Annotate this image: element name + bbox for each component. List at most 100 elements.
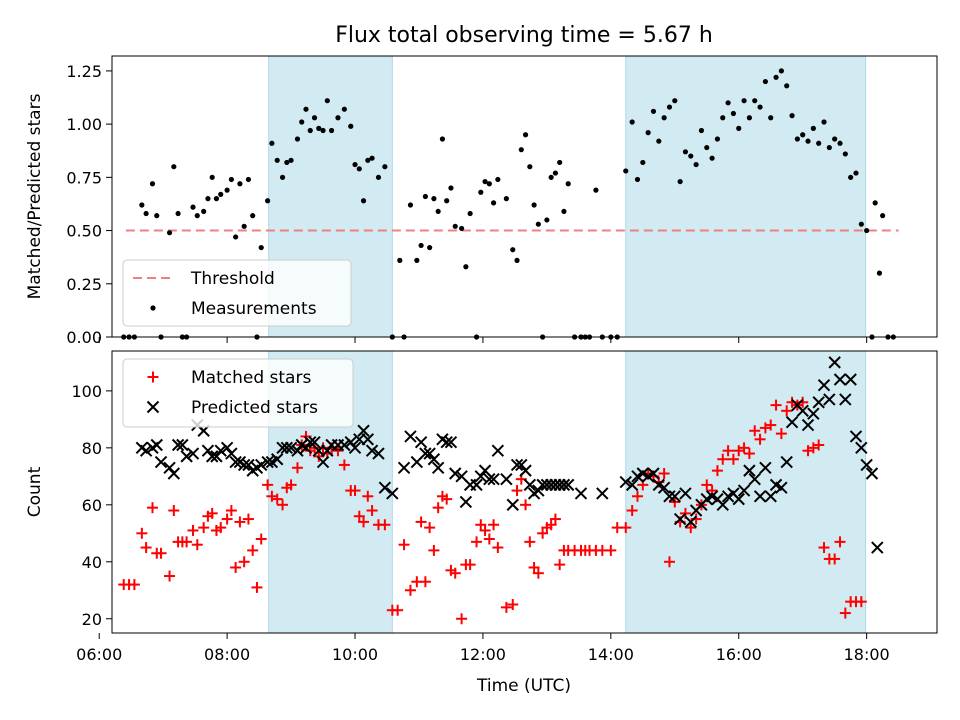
matched-point: [247, 544, 259, 556]
measurement-point: [418, 242, 424, 249]
predicted-point: [361, 433, 375, 446]
measurement-point: [848, 174, 854, 180]
predicted-point: [807, 407, 820, 420]
matched-point: [392, 604, 404, 616]
measurement-point: [139, 202, 145, 208]
x-ticks: 06:00 08:00 10:00 12:00 14:00 16:00 18:00: [76, 633, 890, 664]
measurement-point: [382, 164, 388, 170]
y-axis-label: Matched/Predicted stars: [25, 93, 45, 299]
matched-point: [839, 607, 851, 619]
matched-point: [255, 533, 267, 545]
legend-box: [122, 259, 352, 327]
predicted-point: [404, 430, 417, 443]
matched-point: [492, 542, 504, 554]
matched-point: [155, 547, 167, 559]
measurement-point: [810, 125, 816, 131]
matched-point: [424, 522, 436, 534]
y-tick-label: 60: [82, 496, 102, 515]
predicted-point: [427, 453, 441, 466]
measurement-point: [171, 164, 177, 170]
measurement-point: [514, 257, 520, 263]
measurement-point: [826, 144, 832, 151]
legend-box: [122, 358, 354, 428]
measurement-point: [816, 140, 822, 146]
measurement-point: [645, 130, 651, 136]
matched-point: [532, 567, 544, 579]
predicted-point: [348, 441, 362, 455]
measurement-point: [194, 213, 200, 219]
x-tick-label: 18:00: [844, 645, 890, 664]
matched-point: [738, 442, 750, 454]
matched-point: [230, 561, 242, 573]
measurement-point: [682, 149, 689, 155]
matched-point: [475, 519, 487, 531]
matched-point: [456, 613, 468, 625]
predicted-point: [491, 444, 505, 457]
matched-point: [855, 596, 867, 608]
predicted-point: [732, 492, 745, 506]
predicted-point: [523, 478, 537, 492]
predicted-point: [470, 478, 483, 492]
measurement-point: [864, 227, 870, 234]
measurement-point: [190, 204, 196, 210]
observing-window: [625, 55, 867, 338]
measurement-point: [241, 223, 247, 229]
matched-point: [711, 465, 723, 477]
matched-point: [781, 405, 793, 417]
predicted-point: [255, 458, 268, 472]
measurement-point: [201, 208, 207, 215]
matched-point: [432, 502, 444, 514]
measurement-point: [175, 210, 181, 217]
measurement-point: [789, 113, 795, 119]
measurement-point: [352, 161, 358, 168]
measurement-point: [858, 221, 864, 227]
predicted-point: [271, 453, 284, 466]
matched-point: [770, 399, 782, 411]
matched-point: [471, 536, 483, 548]
matched-point: [291, 462, 303, 474]
matched-point: [631, 490, 643, 502]
matched-point: [225, 505, 237, 517]
matched-point: [338, 459, 350, 471]
measurement-point: [414, 257, 420, 263]
matched-point: [419, 576, 431, 588]
measurement-point: [369, 155, 375, 161]
measurement-point: [205, 196, 211, 202]
matched-point: [500, 601, 512, 613]
predicted-point: [483, 472, 496, 486]
measurement-point: [303, 106, 309, 112]
measurement-point: [876, 270, 883, 276]
predicted-point: [150, 438, 163, 452]
matched-point: [537, 527, 549, 539]
y-tick-label: 80: [82, 439, 102, 458]
measurement-point: [427, 244, 433, 251]
matched-point: [626, 505, 638, 517]
measurement-point: [709, 155, 715, 161]
matched-point: [701, 479, 713, 491]
matched-point: [271, 493, 283, 505]
measurement-point: [341, 106, 347, 112]
predicted-point: [397, 461, 411, 474]
predicted-point: [357, 424, 370, 437]
measurement-point: [478, 189, 484, 195]
predicted-point: [167, 467, 181, 480]
measurement-point: [531, 202, 537, 208]
measurement-point: [299, 119, 305, 125]
measurement-point: [365, 157, 371, 163]
predicted-point: [146, 400, 160, 414]
predicted-point: [291, 444, 304, 457]
matched-point: [398, 539, 410, 551]
measurement-point: [328, 127, 335, 134]
matched-point: [404, 584, 416, 596]
measurement-point: [693, 161, 699, 168]
measurement-point: [237, 181, 243, 187]
measurement-point: [821, 119, 827, 125]
matched-point: [669, 496, 681, 508]
predicted-point: [557, 478, 571, 492]
y-tick-label: 0.75: [66, 168, 102, 187]
legend: Threshold Measurements: [122, 259, 352, 327]
matched-point: [528, 561, 540, 573]
predicted-point: [753, 490, 767, 503]
predicted-point: [596, 487, 609, 500]
matched-point: [775, 428, 787, 440]
